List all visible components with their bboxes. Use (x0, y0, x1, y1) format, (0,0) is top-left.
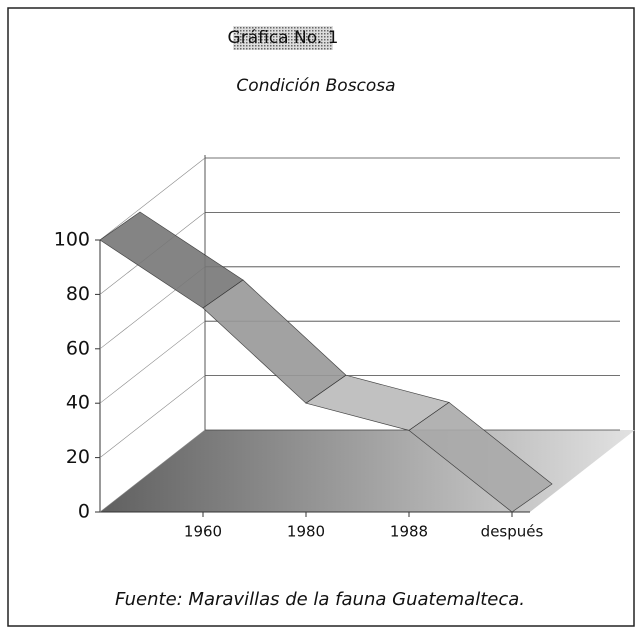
x-tick-label: 1960 (184, 523, 222, 541)
y-tick-label: 20 (66, 446, 90, 468)
y-tick-label: 100 (54, 229, 90, 251)
source: Fuente: Maravillas de la fauna Guatemalt… (115, 589, 525, 610)
frame (7, 7, 635, 627)
depth-line (99, 320, 206, 404)
floor (100, 430, 635, 512)
y-tick-label: 40 (66, 392, 90, 414)
ribbon-segment (99, 211, 244, 309)
ribbon-segment (202, 279, 347, 404)
y-tick-label: 0 (78, 501, 90, 523)
depth-line (99, 429, 206, 513)
y-tick-label: 60 (66, 337, 90, 359)
x-tick-label: 1980 (287, 523, 325, 541)
title-box (233, 26, 333, 50)
depth-line (99, 375, 206, 458)
ribbon-segment (408, 401, 553, 513)
chart-title: Gráfica No. 1 (228, 28, 339, 48)
y-tick-label: 80 (66, 283, 90, 305)
x-tick-label: 1988 (390, 523, 428, 541)
chart-subtitle: Condición Boscosa (236, 76, 395, 96)
x-tick-label: después (481, 523, 544, 541)
depth-line (99, 157, 206, 241)
